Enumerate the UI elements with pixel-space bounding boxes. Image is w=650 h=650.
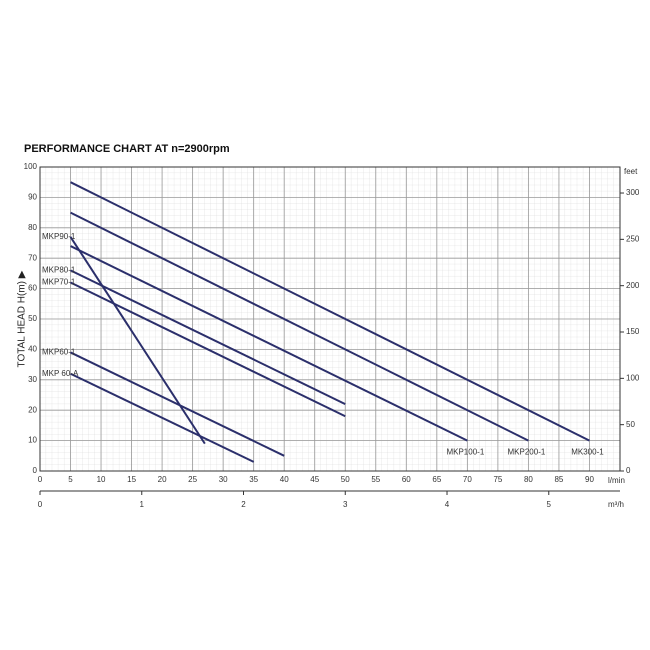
y2-tick-label: 150 (626, 327, 640, 336)
x2-tick-label: 3 (343, 500, 348, 509)
y-tick-label: 50 (28, 314, 37, 323)
x-tick-label: 55 (371, 475, 380, 484)
x-tick-label: 45 (310, 475, 319, 484)
y2-tick-label: 200 (626, 281, 640, 290)
x-tick-label: 35 (249, 475, 258, 484)
y2-tick-label: 250 (626, 234, 640, 243)
series-line (70, 181, 590, 442)
y-tick-label: 10 (28, 436, 37, 445)
series-label: MKP80-1 (42, 265, 76, 274)
series-label: MK300-1 (571, 448, 604, 457)
x-tick-label: 70 (463, 475, 472, 484)
x-tick-label: 75 (493, 475, 502, 484)
series-label: MKP100-1 (446, 448, 484, 457)
x-tick-label: 60 (402, 475, 411, 484)
x-tick-label: 90 (585, 475, 594, 484)
x-tick-label: 15 (127, 475, 136, 484)
series-line (69, 236, 206, 445)
y2-tick-label: 50 (626, 420, 635, 429)
x2-tick-label: 1 (140, 500, 145, 509)
series-line (70, 281, 346, 418)
x2-axis-label: m³/h (608, 500, 624, 509)
y2-axis-label: feet (624, 167, 638, 176)
x-tick-label: 65 (432, 475, 441, 484)
x-tick-label: 40 (280, 475, 289, 484)
y-tick-label: 100 (24, 162, 38, 171)
x-axis-label: l/min (608, 476, 625, 485)
x2-tick-label: 0 (38, 500, 43, 509)
x-tick-label: 50 (341, 475, 350, 484)
y2-tick-label: 100 (626, 373, 640, 382)
y-tick-label: 70 (28, 253, 37, 262)
series-label: MKP70-1 (42, 278, 76, 287)
x-tick-label: 20 (158, 475, 167, 484)
x-tick-label: 30 (219, 475, 228, 484)
y-tick-label: 20 (28, 405, 37, 414)
x-tick-label: 0 (38, 475, 43, 484)
series-label: MKP60-1 (42, 348, 76, 357)
x2-tick-label: 5 (547, 500, 552, 509)
y2-tick-label: 0 (626, 466, 631, 475)
y2-tick-label: 300 (626, 188, 640, 197)
series-label: MKP200-1 (508, 448, 546, 457)
y-tick-label: 90 (28, 193, 37, 202)
series-line (70, 372, 255, 463)
x-tick-label: 80 (524, 475, 533, 484)
y-axis-label: TOTAL HEAD H(m) ▶ (17, 270, 28, 367)
y-tick-label: 80 (28, 223, 37, 232)
series-line (70, 211, 529, 442)
series-label: MKP90-1 (42, 232, 76, 241)
y-tick-label: 40 (28, 345, 37, 354)
series-label: MKP 60-A (42, 369, 79, 378)
y-tick-label: 30 (28, 375, 37, 384)
x-tick-label: 5 (68, 475, 73, 484)
x2-tick-label: 2 (241, 500, 246, 509)
series-line (70, 269, 346, 406)
series-line (70, 351, 285, 457)
x-tick-label: 10 (97, 475, 106, 484)
series-line (70, 245, 468, 442)
x-tick-label: 25 (188, 475, 197, 484)
y-tick-label: 0 (33, 466, 38, 475)
y-tick-label: 60 (28, 284, 37, 293)
x2-tick-label: 4 (445, 500, 450, 509)
chart-title: PERFORMANCE CHART AT n=2900rpm (24, 143, 230, 155)
x-tick-label: 85 (554, 475, 563, 484)
